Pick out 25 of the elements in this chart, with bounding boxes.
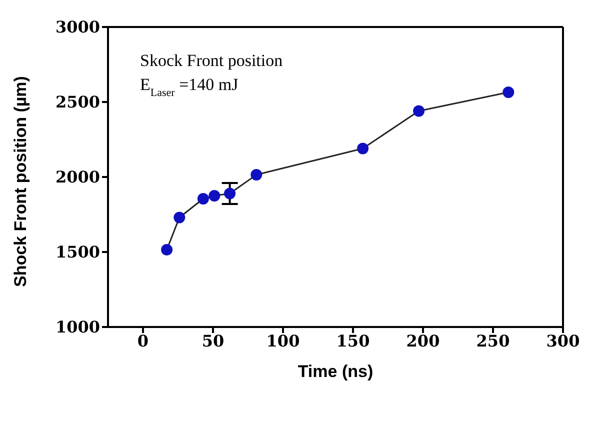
y-tick-label: 1000 (55, 318, 100, 337)
x-tick-label: 100 (266, 331, 300, 350)
point (224, 188, 236, 200)
point (502, 86, 514, 98)
y-tick-label: 2500 (55, 92, 100, 112)
point (413, 105, 425, 117)
x-tick-label: 50 (202, 331, 224, 350)
annotation: Skock Front position (140, 51, 284, 70)
y-tick-label: 1500 (55, 242, 100, 262)
annotation: E$_{Laser}$ =140 mJ (140, 75, 239, 99)
x-tick-label: 250 (476, 331, 510, 350)
x-tick-label: 0 (137, 331, 149, 350)
x-tick-label: 150 (336, 331, 370, 350)
x-axis-title: Time (ns) (298, 362, 374, 381)
y-tick-label: 3000 (55, 18, 100, 37)
point (197, 193, 209, 204)
point (208, 190, 220, 202)
point (174, 212, 186, 224)
y-tick-label: 2000 (55, 168, 100, 187)
x-tick-label: 300 (546, 331, 580, 350)
point (250, 169, 262, 180)
x-tick-label: 200 (406, 331, 440, 350)
point (357, 142, 369, 154)
point (161, 244, 173, 256)
y-axis-title: Shock Front position (µm) (11, 76, 30, 287)
